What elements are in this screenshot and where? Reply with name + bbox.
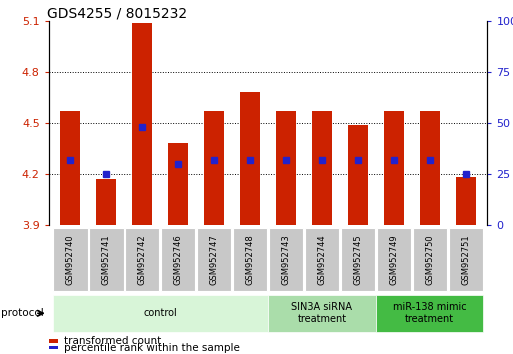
Text: miR-138 mimic
treatment: miR-138 mimic treatment (393, 302, 467, 324)
Bar (384, 111, 404, 225)
Text: GSM952749: GSM952749 (389, 234, 399, 285)
Text: GSM952746: GSM952746 (174, 234, 183, 285)
Bar (89, 228, 124, 291)
Bar (49, 339, 58, 343)
Bar (268, 295, 376, 332)
Text: percentile rank within the sample: percentile rank within the sample (64, 343, 240, 353)
Text: GDS4255 / 8015232: GDS4255 / 8015232 (47, 6, 187, 20)
Bar (53, 228, 88, 291)
Text: GSM952745: GSM952745 (353, 234, 362, 285)
Bar (305, 228, 339, 291)
Bar (61, 111, 80, 225)
Text: control: control (143, 308, 177, 318)
Bar (348, 125, 368, 225)
Text: protocol: protocol (1, 308, 44, 318)
Text: GSM952750: GSM952750 (425, 234, 435, 285)
Bar (161, 228, 195, 291)
Bar (53, 295, 268, 332)
Bar (377, 228, 411, 291)
Bar (197, 228, 231, 291)
Bar (312, 111, 332, 225)
Text: SIN3A siRNA
treatment: SIN3A siRNA treatment (291, 302, 352, 324)
Bar (448, 228, 483, 291)
Text: transformed count: transformed count (64, 336, 161, 346)
Bar (341, 228, 375, 291)
Bar (168, 143, 188, 225)
Bar (204, 111, 224, 225)
Text: GSM952741: GSM952741 (102, 234, 111, 285)
Bar (233, 228, 267, 291)
Text: GSM952744: GSM952744 (318, 234, 326, 285)
Bar (456, 177, 476, 225)
Bar (49, 346, 58, 349)
Bar (240, 92, 260, 225)
Bar (412, 228, 447, 291)
Bar (125, 228, 160, 291)
Bar (96, 179, 116, 225)
Bar (269, 228, 303, 291)
Text: GSM952748: GSM952748 (246, 234, 254, 285)
Text: GSM952742: GSM952742 (137, 234, 147, 285)
Text: GSM952751: GSM952751 (461, 234, 470, 285)
Text: GSM952740: GSM952740 (66, 234, 75, 285)
Bar (132, 23, 152, 225)
Text: GSM952747: GSM952747 (210, 234, 219, 285)
Text: GSM952743: GSM952743 (282, 234, 290, 285)
Bar (420, 111, 440, 225)
Bar (276, 111, 296, 225)
Bar (376, 295, 483, 332)
